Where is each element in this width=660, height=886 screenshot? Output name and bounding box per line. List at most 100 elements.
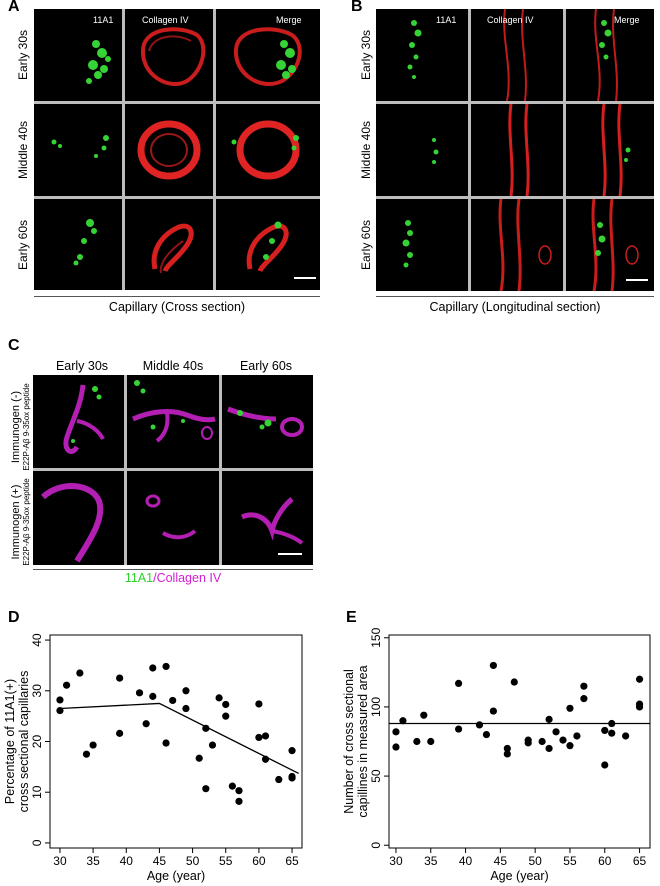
chart-d-xlabel: Age (year) bbox=[147, 869, 205, 883]
chart-d-point-25 bbox=[235, 787, 243, 795]
panel-c-image-plus-early30s bbox=[33, 471, 124, 565]
panel-d-letter: D bbox=[8, 609, 20, 626]
panel-a-image-merge-middle40s bbox=[216, 104, 320, 196]
chart-e-point-16 bbox=[524, 736, 532, 744]
panel-b-caption-rule bbox=[376, 296, 654, 297]
chart-e-ytick-label-0: 0 bbox=[369, 842, 383, 849]
chart-e-point-4 bbox=[420, 711, 428, 719]
chart-e-xtick-label-2: 40 bbox=[459, 854, 473, 868]
panel-a-row-label-2: Middle 40s bbox=[16, 120, 30, 180]
chart-d-point-6 bbox=[116, 674, 124, 682]
panel-b-col-label-3: Merge bbox=[614, 15, 640, 25]
chart-e-xtick-label-3: 45 bbox=[494, 854, 508, 868]
panel-a-grid bbox=[34, 9, 320, 290]
panel-c-row-label-2-sub: E22P-Aβ 9-35ox peptide bbox=[22, 478, 31, 566]
chart-d-point-16 bbox=[182, 704, 190, 713]
chart-e-xtick-label-1: 35 bbox=[424, 854, 438, 868]
chart-e-point-11 bbox=[489, 707, 497, 715]
chart-e-xtick-label-0: 30 bbox=[389, 854, 403, 868]
chart-e-point-3 bbox=[413, 737, 421, 746]
chart-d-point-23 bbox=[222, 712, 230, 720]
chart-e-ytick-label-3: 150 bbox=[369, 627, 383, 647]
chart-e-point-0 bbox=[392, 728, 400, 736]
panel-c-image-minus-early60s bbox=[222, 375, 313, 468]
chart-d-xtick-label-0: 30 bbox=[53, 854, 67, 868]
chart-e-point-5 bbox=[427, 737, 435, 746]
chart-e-point-31 bbox=[622, 732, 630, 740]
panel-a-image-merge-early30s bbox=[216, 9, 320, 101]
chart-d-xtick-label-2: 40 bbox=[120, 854, 134, 868]
panel-b-col-label-2: Collagen IV bbox=[487, 15, 534, 25]
panel-a-caption: Capillary (Cross section) bbox=[108, 300, 246, 314]
chart-d-point-18 bbox=[202, 724, 210, 732]
chart-e-point-27 bbox=[601, 726, 609, 735]
panel-a-image-11a1-middle40s bbox=[34, 104, 122, 196]
chart-d-point-20 bbox=[208, 741, 217, 749]
chart-e-point-18 bbox=[545, 715, 553, 723]
chart-d-point-29 bbox=[261, 732, 270, 740]
chart-d-ytick-label-2: 20 bbox=[30, 735, 44, 749]
chart-d-point-21 bbox=[215, 694, 223, 702]
panel-b-image-merge-middle40s bbox=[566, 104, 654, 196]
chart-d-ylabel-line-1: Percentage of 11A1(+) bbox=[3, 679, 17, 804]
chart-e-point-25 bbox=[580, 695, 588, 703]
panel-c-row-label-1-sub: E22P-Aβ 9-35ox peptide bbox=[22, 383, 31, 471]
panel-a-col-label-2: Collagen IV bbox=[142, 15, 189, 25]
chart-d-point-31 bbox=[275, 775, 283, 784]
panel-b-image-collagen-early60s bbox=[471, 199, 563, 291]
panel-b-row-label-3: Early 60s bbox=[359, 219, 373, 271]
chart-d-point-19 bbox=[202, 785, 210, 793]
chart-e-xtick-label-7: 65 bbox=[633, 854, 647, 868]
chart-d-point-13 bbox=[162, 739, 170, 747]
chart-d-point-24 bbox=[228, 782, 236, 790]
chart-e-point-6 bbox=[455, 679, 463, 688]
chart-d-point-5 bbox=[89, 741, 97, 749]
chart-d-point-3 bbox=[76, 669, 84, 677]
chart-d-point-10 bbox=[149, 664, 157, 672]
chart-e-point-34 bbox=[635, 703, 644, 711]
panel-a-caption-rule bbox=[34, 296, 320, 297]
chart-d-point-27 bbox=[255, 700, 263, 708]
chart-d-point-4 bbox=[82, 750, 91, 758]
chart-e-point-10 bbox=[489, 661, 497, 670]
chart-d-point-26 bbox=[235, 797, 243, 805]
panel-b-grid bbox=[376, 9, 654, 291]
chart-d-point-15 bbox=[182, 687, 190, 695]
chart-d-point-2 bbox=[62, 681, 71, 689]
panel-b-image-merge-early30s bbox=[566, 9, 654, 101]
panel-a-row-label-3: Early 60s bbox=[16, 219, 30, 271]
chart-d-point-1 bbox=[56, 706, 64, 715]
panel-c-col-label-3: Early 60s bbox=[239, 359, 293, 373]
chart-e-point-8 bbox=[475, 721, 484, 729]
panel-c-row-label-1: Immunogen (-) E22P-Aβ 9-35ox peptide bbox=[10, 372, 38, 482]
chart-e-point-23 bbox=[566, 704, 574, 712]
panel-b-image-11a1-middle40s bbox=[376, 104, 468, 196]
panel-c-caption-sep: / bbox=[153, 571, 157, 585]
panel-b-caption: Capillary (Longitudinal section) bbox=[429, 300, 601, 314]
chart-d-xtick-label-5: 55 bbox=[219, 854, 233, 868]
chart-e-point-20 bbox=[552, 728, 560, 736]
chart-d-point-0 bbox=[56, 696, 64, 704]
panel-c-row-label-2-main: Immunogen (+) bbox=[10, 484, 22, 560]
panel-c-caption-green: 11A1 bbox=[124, 571, 154, 585]
chart-d-point-34 bbox=[288, 772, 296, 781]
chart-e-point-32 bbox=[635, 675, 644, 683]
chart-d-point-7 bbox=[116, 729, 124, 737]
panel-b-col-label-1: 11A1 bbox=[436, 15, 457, 25]
panel-b-row-label-1: Early 30s bbox=[359, 29, 373, 81]
chart-d-point-22 bbox=[222, 700, 230, 709]
chart-e-point-21 bbox=[559, 736, 567, 744]
chart-e-ylabel-line-1: Number of cross sectional bbox=[342, 669, 356, 814]
chart-e-point-7 bbox=[455, 725, 463, 733]
chart-d-xtick-label-1: 35 bbox=[86, 854, 100, 868]
panel-c-image-minus-middle40s bbox=[127, 375, 219, 468]
panel-a-col-label-3: Merge bbox=[276, 15, 302, 25]
panel-b-letter: B bbox=[351, 0, 363, 15]
panel-c-caption-magenta: Collagen IV bbox=[156, 571, 222, 585]
chart-e: 30 35 40 45 50 55 60 65 0 50 100 150 Age (year) Numbe… bbox=[342, 627, 651, 883]
chart-d-point-8 bbox=[135, 689, 144, 697]
panel-a-image-11a1-early60s bbox=[34, 199, 122, 290]
panel-a-image-merge-early60s bbox=[216, 199, 320, 290]
chart-e-ylabel-line-2: capillines in measured area bbox=[356, 665, 370, 817]
panel-c-caption: 11A1/Collagen IV bbox=[33, 571, 313, 585]
